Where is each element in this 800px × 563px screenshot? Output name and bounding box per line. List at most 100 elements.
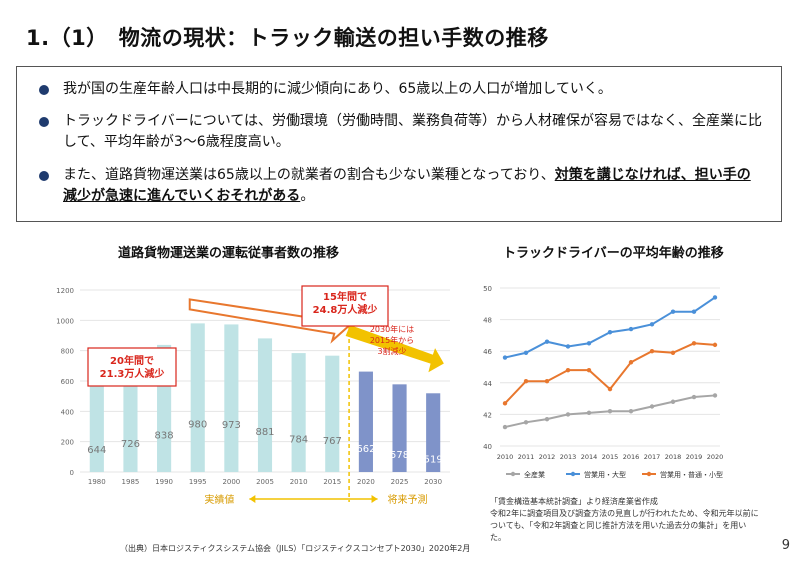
x-tick-label: 2011 xyxy=(518,453,535,461)
legend-marker xyxy=(510,471,516,477)
right-chart-title: トラックドライバーの平均年齢の推移 xyxy=(503,246,724,261)
data-point xyxy=(649,349,655,354)
right-note: 「賃金構造基本統計調査」より経済産業省作成 令和2年に調査項目及び調査方法の見直… xyxy=(490,497,759,542)
data-point xyxy=(544,339,550,344)
data-point xyxy=(607,330,613,335)
left-arrowhead-icon xyxy=(249,495,256,503)
bar xyxy=(257,338,273,472)
data-point xyxy=(649,322,655,327)
data-point xyxy=(544,416,550,422)
bar-value-label: 838 xyxy=(155,430,174,441)
data-point xyxy=(628,360,634,365)
series-line xyxy=(504,342,716,405)
x-tick-label: 2015 xyxy=(602,453,619,461)
bullet-item: また、道路貨物運送業は65歳以上の就業者の割合も少ない業種となっており、対策を講… xyxy=(39,165,763,207)
x-tick-label: 2025 xyxy=(391,478,409,486)
data-point xyxy=(523,379,529,384)
bullet-item: 我が国の生産年齢人口は中長期的に減少傾向にあり、65歳以上の人口が増加していく。 xyxy=(39,79,763,100)
bar-value-label: 578 xyxy=(390,450,409,461)
summary-box: 我が国の生産年齢人口は中長期的に減少傾向にあり、65歳以上の人口が増加していく。… xyxy=(16,66,782,222)
data-point xyxy=(565,344,571,349)
data-point xyxy=(670,350,676,355)
x-tick-label: 2013 xyxy=(560,453,577,461)
data-point xyxy=(565,367,571,373)
x-tick-label: 2010 xyxy=(290,478,308,486)
emphasis-text: 対策を講じなければ、担い手の減少が急速に進んでいくおそれがある xyxy=(63,167,751,204)
y-tick-label: 44 xyxy=(483,380,492,388)
bar-value-label: 881 xyxy=(255,427,274,438)
bar-value-label: 973 xyxy=(222,420,241,431)
data-point xyxy=(628,409,634,414)
bar-value-label: 980 xyxy=(188,420,207,431)
x-tick-label: 2017 xyxy=(644,453,661,461)
y-tick-label: 0 xyxy=(70,469,74,477)
data-point xyxy=(712,295,718,300)
bar-chart: 0 200 400 600 800 1000 1200 644 1980 726 1985 838 19… xyxy=(56,285,450,506)
data-point xyxy=(607,386,613,392)
data-point xyxy=(502,401,508,406)
bar-value-label: 726 xyxy=(121,439,140,450)
x-tick-label: 2015 xyxy=(323,478,341,486)
x-tick-label: 1990 xyxy=(155,478,173,486)
page-title: 1.（1） 物流の現状：トラック輸送の担い手数の推移 xyxy=(26,26,549,50)
forecast-trend-arrow-icon xyxy=(345,325,444,373)
legend-label: 営業用・大型 xyxy=(584,470,626,479)
y-tick-label: 1200 xyxy=(56,287,74,295)
bar xyxy=(325,355,340,472)
data-point xyxy=(523,350,529,355)
x-tick-label: 2020 xyxy=(707,453,724,461)
left-source: （出典）日本ロジスティクスシステム協会（JILS）「ロジスティクスコンセプト20… xyxy=(120,544,471,553)
bar xyxy=(291,353,306,472)
bar xyxy=(358,371,373,472)
annotation-forecast-note: 2030年には 2015年から 3割減少 xyxy=(370,324,414,356)
bullet-dot-icon xyxy=(39,171,49,181)
x-tick-label: 2020 xyxy=(357,478,375,486)
page-number: 9 xyxy=(781,538,790,553)
annotation-box xyxy=(301,285,389,327)
data-point xyxy=(607,409,613,414)
y-tick-label: 50 xyxy=(483,285,492,293)
y-tick-label: 400 xyxy=(61,408,74,416)
y-tick-label: 200 xyxy=(61,439,74,447)
annotation-past: 20年間で 21.3万人減少 xyxy=(100,354,165,380)
bullet-dot-icon xyxy=(39,117,49,127)
data-point xyxy=(691,309,697,314)
y-tick-label: 1000 xyxy=(56,317,74,325)
x-tick-label: 1985 xyxy=(122,478,140,486)
y-tick-label: 600 xyxy=(61,378,74,386)
x-tick-label: 1980 xyxy=(88,478,106,486)
bullet-dot-icon xyxy=(39,85,49,95)
annotation-future: 15年間で 24.8万人減少 xyxy=(313,290,378,316)
x-tick-label: 2030 xyxy=(424,478,442,486)
line-chart: 40 42 44 46 48 50 2010 2011 2012 2013 2014 2015 2016… xyxy=(483,285,724,479)
actual-label: 実績値 xyxy=(204,493,234,506)
data-point xyxy=(670,399,676,404)
bar-value-label: 784 xyxy=(289,435,308,446)
x-tick-label: 2000 xyxy=(222,478,240,486)
bar xyxy=(89,374,104,472)
data-point xyxy=(586,410,592,416)
data-point xyxy=(586,341,592,346)
bar-value-label: 767 xyxy=(323,436,342,447)
data-point xyxy=(670,309,676,314)
y-tick-label: 46 xyxy=(483,348,492,356)
data-point xyxy=(565,412,571,417)
data-point xyxy=(544,379,550,384)
bullet-item: トラックドライバーについては、労働環境（労働時間、業務負荷等）から人材確保が容易… xyxy=(39,111,763,153)
data-point xyxy=(712,342,718,348)
legend-label: 営業用・普通・小型 xyxy=(660,470,723,479)
legend-marker xyxy=(570,471,576,477)
right-arrowhead-icon xyxy=(371,495,378,503)
data-point xyxy=(649,404,655,409)
x-tick-label: 2019 xyxy=(686,453,703,461)
y-tick-label: 42 xyxy=(483,411,492,419)
forecast-label: 将来予測 xyxy=(388,493,428,506)
bullet-text: トラックドライバーについては、労働環境（労働時間、業務負荷等）から人材確保が容易… xyxy=(63,113,763,150)
x-tick-label: 2010 xyxy=(497,453,514,461)
bar xyxy=(224,324,239,472)
y-tick-label: 800 xyxy=(61,348,74,356)
bullet-text: 我が国の生産年齢人口は中長期的に減少傾向にあり、65歳以上の人口が増加していく。 xyxy=(63,81,612,97)
data-point xyxy=(691,394,697,400)
x-tick-label: 2012 xyxy=(539,453,556,461)
y-tick-label: 48 xyxy=(483,317,492,325)
